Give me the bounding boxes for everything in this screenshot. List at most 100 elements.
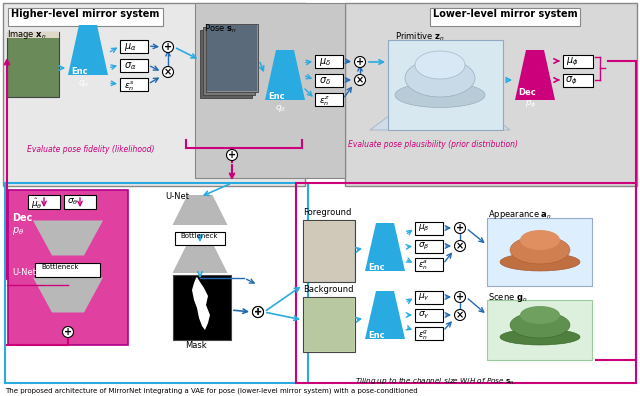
Text: U-Net: U-Net xyxy=(12,268,36,277)
Text: $\sigma_\beta$: $\sigma_\beta$ xyxy=(418,241,429,252)
Text: $\mu_\phi$: $\mu_\phi$ xyxy=(566,56,579,69)
Circle shape xyxy=(355,57,365,67)
Circle shape xyxy=(454,240,465,251)
Text: Dec: Dec xyxy=(12,213,33,223)
FancyBboxPatch shape xyxy=(303,297,355,352)
FancyBboxPatch shape xyxy=(3,3,305,186)
Polygon shape xyxy=(515,50,555,100)
Text: +: + xyxy=(64,327,72,337)
Text: +: + xyxy=(254,307,262,317)
Text: U-Net: U-Net xyxy=(165,192,189,201)
FancyBboxPatch shape xyxy=(195,3,345,178)
Text: Enc: Enc xyxy=(269,92,285,101)
Text: +: + xyxy=(456,292,464,302)
Text: ×: × xyxy=(356,75,364,85)
Text: $\mu_\beta$: $\mu_\beta$ xyxy=(418,223,429,234)
Text: ×: × xyxy=(456,241,464,251)
Circle shape xyxy=(454,223,465,234)
Polygon shape xyxy=(173,243,227,273)
Text: $\mu_\alpha$: $\mu_\alpha$ xyxy=(124,41,137,53)
FancyBboxPatch shape xyxy=(35,263,100,277)
FancyBboxPatch shape xyxy=(563,74,593,87)
Polygon shape xyxy=(265,50,305,100)
Polygon shape xyxy=(365,291,405,339)
FancyBboxPatch shape xyxy=(304,298,354,351)
Text: +: + xyxy=(254,307,262,317)
Ellipse shape xyxy=(415,51,465,79)
Polygon shape xyxy=(370,115,510,130)
Text: Bottleneck: Bottleneck xyxy=(180,233,218,239)
Text: Primitive $\mathbf{z}_n$: Primitive $\mathbf{z}_n$ xyxy=(395,30,445,42)
FancyBboxPatch shape xyxy=(64,195,96,209)
Text: $p_\phi$: $p_\phi$ xyxy=(525,99,537,110)
Text: Evaluate pose fidelity (likelihood): Evaluate pose fidelity (likelihood) xyxy=(27,145,154,154)
Text: $\epsilon_n^g$: $\epsilon_n^g$ xyxy=(418,328,428,341)
Ellipse shape xyxy=(510,312,570,338)
Text: +: + xyxy=(228,150,236,160)
Text: $q_\delta$: $q_\delta$ xyxy=(275,103,287,114)
Text: Bottleneck: Bottleneck xyxy=(41,264,79,270)
Text: Enc: Enc xyxy=(369,263,385,272)
Ellipse shape xyxy=(500,253,580,271)
Text: +: + xyxy=(456,223,464,233)
Polygon shape xyxy=(33,278,103,312)
FancyBboxPatch shape xyxy=(345,3,637,186)
Polygon shape xyxy=(192,277,210,330)
Polygon shape xyxy=(68,25,108,75)
FancyBboxPatch shape xyxy=(303,220,355,282)
FancyBboxPatch shape xyxy=(487,300,592,360)
Text: $q_\gamma$: $q_\gamma$ xyxy=(375,343,387,354)
Ellipse shape xyxy=(520,230,560,250)
FancyBboxPatch shape xyxy=(120,40,148,53)
FancyBboxPatch shape xyxy=(315,74,343,87)
Text: +: + xyxy=(164,42,172,52)
FancyBboxPatch shape xyxy=(28,195,60,209)
FancyBboxPatch shape xyxy=(415,309,443,322)
FancyBboxPatch shape xyxy=(175,232,225,245)
FancyBboxPatch shape xyxy=(415,222,443,235)
FancyBboxPatch shape xyxy=(315,55,343,68)
Ellipse shape xyxy=(395,82,485,107)
Text: Appearance $\mathbf{a}_n$: Appearance $\mathbf{a}_n$ xyxy=(488,208,552,221)
FancyBboxPatch shape xyxy=(487,218,592,286)
Ellipse shape xyxy=(510,236,570,264)
FancyBboxPatch shape xyxy=(415,240,443,253)
FancyBboxPatch shape xyxy=(120,59,148,72)
Ellipse shape xyxy=(520,306,560,324)
FancyBboxPatch shape xyxy=(7,32,59,38)
Text: Scene $\mathbf{g}_n$: Scene $\mathbf{g}_n$ xyxy=(488,291,527,304)
Circle shape xyxy=(253,307,264,318)
Text: Mask: Mask xyxy=(185,341,207,350)
Text: $q_\beta$: $q_\beta$ xyxy=(375,275,387,286)
Text: $\sigma_\gamma$: $\sigma_\gamma$ xyxy=(418,310,429,321)
Ellipse shape xyxy=(405,59,475,97)
FancyBboxPatch shape xyxy=(8,8,163,26)
Text: $\epsilon_n^z$: $\epsilon_n^z$ xyxy=(319,94,330,107)
Text: Pose $\mathbf{s}_n$: Pose $\mathbf{s}_n$ xyxy=(204,22,237,34)
FancyBboxPatch shape xyxy=(173,275,231,340)
Circle shape xyxy=(454,291,465,303)
Text: Evaluate pose plausibility (prior distribution): Evaluate pose plausibility (prior distri… xyxy=(348,140,518,149)
FancyBboxPatch shape xyxy=(415,327,443,340)
Text: $\sigma_\alpha$: $\sigma_\alpha$ xyxy=(124,60,136,72)
Text: The proposed architecture of MirrorNet integrating a VAE for pose (lower-level m: The proposed architecture of MirrorNet i… xyxy=(5,387,418,394)
Text: Tiling up to the channel size $W/H$ of Pose $\mathbf{s}_n$: Tiling up to the channel size $W/H$ of P… xyxy=(355,376,515,387)
Text: $\epsilon_n^s$: $\epsilon_n^s$ xyxy=(124,79,134,93)
FancyBboxPatch shape xyxy=(206,24,258,92)
Text: Background: Background xyxy=(303,285,353,294)
Text: $\sigma_\phi$: $\sigma_\phi$ xyxy=(565,75,577,88)
Text: $p_\theta$: $p_\theta$ xyxy=(12,225,24,237)
Text: $\epsilon_n^a$: $\epsilon_n^a$ xyxy=(418,259,428,272)
Text: $\sigma_\theta$: $\sigma_\theta$ xyxy=(67,196,79,206)
Text: Lower-level mirror system: Lower-level mirror system xyxy=(433,9,578,19)
FancyBboxPatch shape xyxy=(415,258,443,271)
Ellipse shape xyxy=(500,329,580,345)
Text: Enc: Enc xyxy=(72,67,88,76)
FancyBboxPatch shape xyxy=(200,30,252,98)
FancyBboxPatch shape xyxy=(563,55,593,68)
Text: ×: × xyxy=(456,310,464,320)
FancyBboxPatch shape xyxy=(388,40,503,130)
Text: Image $\mathbf{x}_n$: Image $\mathbf{x}_n$ xyxy=(7,28,47,41)
Text: Enc: Enc xyxy=(369,331,385,340)
FancyBboxPatch shape xyxy=(315,93,343,106)
